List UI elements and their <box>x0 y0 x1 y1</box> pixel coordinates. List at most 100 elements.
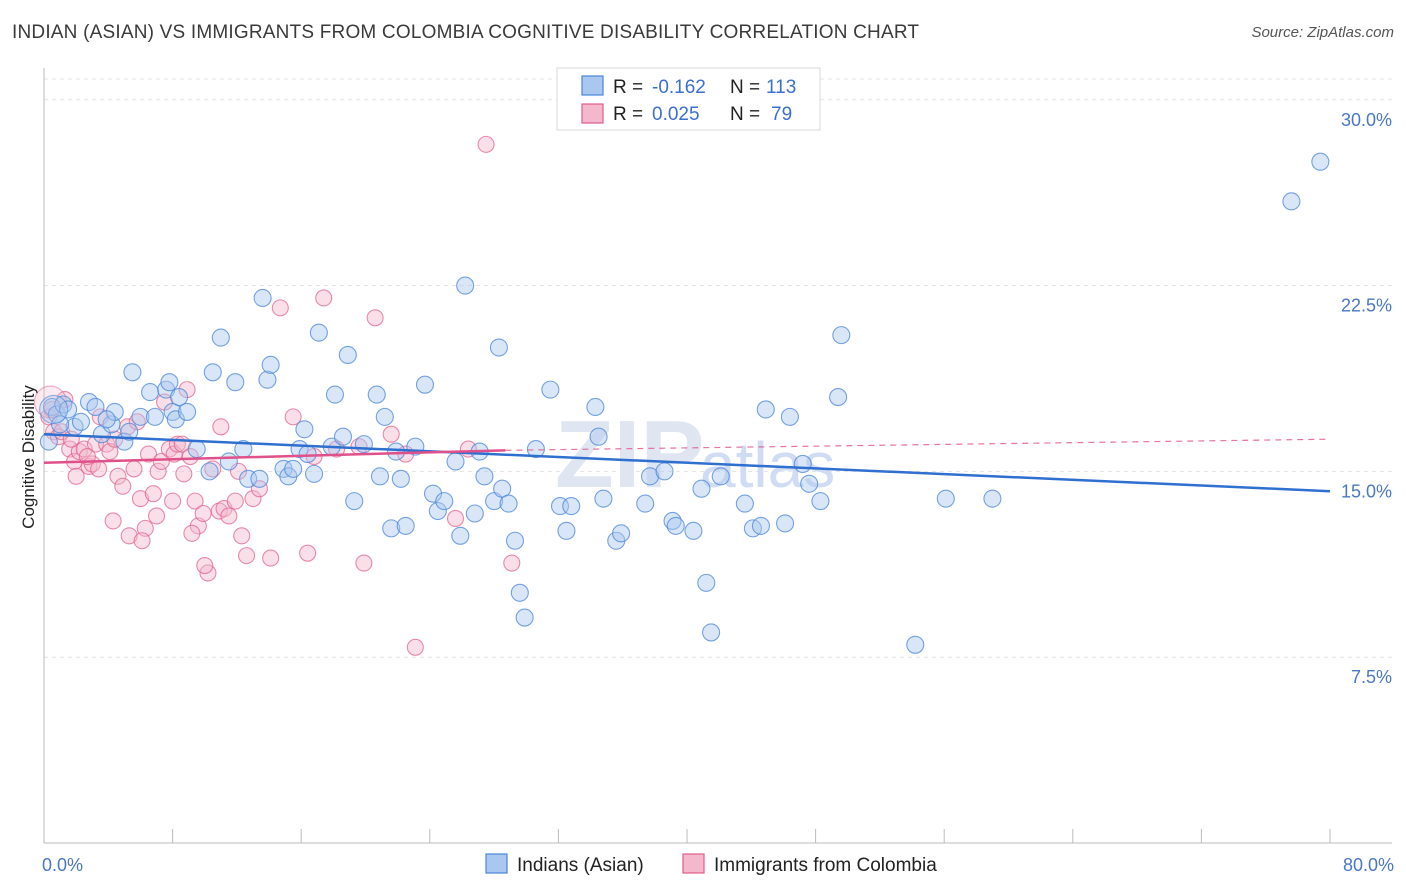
bottom-legend-colombia: Immigrants from Colombia <box>714 855 937 876</box>
indians-point <box>166 410 185 429</box>
colombia-point <box>237 547 256 565</box>
colombia-point <box>284 408 302 426</box>
indians-point <box>1311 152 1330 171</box>
legend-n-value-1: 113 <box>766 77 796 98</box>
indians-point <box>120 422 139 441</box>
colombia-point <box>147 507 166 525</box>
series-indians-points <box>39 152 1330 654</box>
indians-point <box>333 427 353 446</box>
colombia-point <box>355 554 373 572</box>
indians-point <box>510 583 529 602</box>
indians-point <box>51 415 70 434</box>
indians-point <box>338 345 357 364</box>
indians-point <box>475 467 494 486</box>
indians-point <box>428 501 447 521</box>
indians-point <box>145 407 164 426</box>
legend-n-value-2: 79 <box>771 104 792 125</box>
colombia-trend-line-extended <box>505 438 1331 451</box>
indians-point <box>309 323 328 342</box>
colombia-point <box>160 440 178 458</box>
indians-point <box>776 514 795 533</box>
y-tick-label-1: 15.0% <box>1341 481 1392 501</box>
indians-point <box>936 489 955 508</box>
indians-point <box>386 442 406 461</box>
indians-point <box>780 407 799 426</box>
x-tick-label-0: 0.0% <box>42 855 83 875</box>
colombia-point <box>104 512 122 530</box>
indians-point <box>702 623 721 642</box>
colombia-point <box>271 299 289 317</box>
bottom-legend-swatch-colombia <box>682 853 705 874</box>
colombia-point <box>477 135 495 153</box>
colombia-point <box>183 524 201 542</box>
y-axis-label: Cognitive Disability <box>19 385 38 529</box>
indians-point <box>526 440 545 459</box>
indians-point <box>541 380 560 399</box>
indians-point <box>354 435 373 454</box>
colombia-point <box>446 509 465 528</box>
colombia-point <box>181 447 199 466</box>
colombia-point <box>196 556 214 575</box>
indians-point <box>295 420 314 439</box>
legend-n-label-2: N = <box>730 104 760 125</box>
indians-point <box>697 573 716 592</box>
indians-point <box>756 400 775 419</box>
indians-point <box>219 452 238 471</box>
colombia-point <box>250 480 268 498</box>
colombia-point <box>244 490 262 508</box>
indians-point <box>655 462 674 481</box>
legend-swatch-indians <box>581 75 604 96</box>
indians-point <box>415 375 435 394</box>
colombia-point <box>210 502 228 520</box>
axes <box>43 68 1392 844</box>
indians-point <box>562 497 581 516</box>
indians-point <box>305 464 324 483</box>
grid-lines <box>44 78 1392 658</box>
indians-point <box>97 410 116 429</box>
indians-point <box>187 440 206 459</box>
indians-point <box>829 388 848 407</box>
indians-point <box>640 467 660 486</box>
indians-point <box>253 288 272 308</box>
indians-point <box>451 526 470 545</box>
colombia-point <box>220 507 238 525</box>
indians-point <box>203 363 222 382</box>
indians-point <box>800 474 819 493</box>
indians-point <box>446 452 465 471</box>
bottom-legend-indians: Indians (Asian) <box>517 855 644 876</box>
indians-point <box>692 479 711 498</box>
indians-point <box>250 469 269 488</box>
source-label: Source: ZipAtlas.com <box>1251 24 1394 41</box>
colombia-point <box>109 467 127 485</box>
legend-n-label-1: N = <box>730 77 760 98</box>
colombia-point <box>125 460 143 478</box>
indians-point <box>141 383 160 402</box>
colombia-point <box>70 443 88 461</box>
indians-point <box>123 363 142 382</box>
indians-point <box>711 467 730 486</box>
legend-r-label-1: R = <box>613 77 643 98</box>
y-tick-labels: 7.5% 15.0% 22.5% 30.0% <box>1341 110 1392 687</box>
indians-point <box>636 494 655 513</box>
y-tick-label-0: 7.5% <box>1351 667 1392 687</box>
colombia-point <box>233 527 251 545</box>
indians-point <box>200 462 219 481</box>
colombia-point <box>175 465 193 483</box>
legend-swatch-colombia <box>581 103 604 124</box>
indians-point <box>375 407 394 426</box>
indians-point <box>456 276 475 295</box>
colombia-point <box>144 485 162 503</box>
indians-point <box>465 504 484 523</box>
colombia-point <box>262 549 280 567</box>
colombia-point <box>139 445 158 463</box>
indians-point <box>735 494 754 513</box>
series-colombia-points <box>33 135 521 656</box>
trend-lines <box>43 432 1331 493</box>
indians-point <box>423 484 443 503</box>
x-tick-label-1: 80.0% <box>1343 855 1394 875</box>
indians-point <box>793 454 812 474</box>
indians-point <box>557 521 576 540</box>
indians-point <box>382 519 401 538</box>
indians-point <box>489 338 508 357</box>
top-legend: R = -0.162 N = 113 R = 0.025 N = 79 <box>556 67 821 131</box>
